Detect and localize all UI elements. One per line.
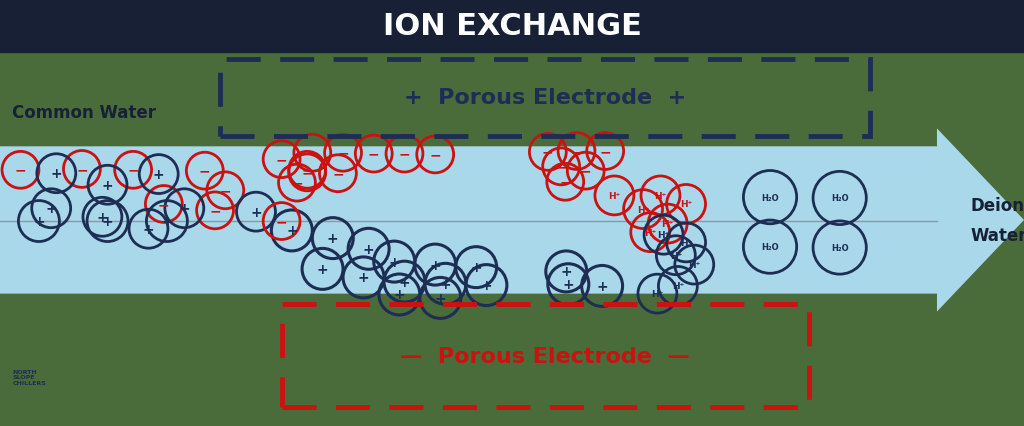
Text: −: − bbox=[219, 184, 231, 198]
Text: H₂O: H₂O bbox=[761, 193, 779, 202]
Text: −: − bbox=[275, 153, 288, 167]
Text: H⁺: H⁺ bbox=[680, 238, 692, 248]
Text: +: + bbox=[560, 265, 572, 279]
Text: −: − bbox=[301, 166, 313, 180]
Text: −: − bbox=[542, 146, 554, 159]
Text: ION EXCHANGE: ION EXCHANGE bbox=[383, 12, 641, 41]
Text: −: − bbox=[599, 145, 611, 158]
Text: H⁺: H⁺ bbox=[644, 228, 656, 237]
Text: +: + bbox=[439, 277, 452, 291]
Text: −: − bbox=[306, 147, 318, 160]
Text: +: + bbox=[50, 167, 62, 181]
Text: +: + bbox=[362, 242, 375, 256]
Text: Deionized: Deionized bbox=[971, 196, 1024, 214]
Text: −: − bbox=[209, 204, 221, 218]
Text: H⁺: H⁺ bbox=[680, 200, 692, 209]
Text: NORTH
SLOPE
CHILLERS: NORTH SLOPE CHILLERS bbox=[12, 369, 46, 385]
Text: −: − bbox=[570, 145, 583, 158]
Text: +: + bbox=[96, 210, 109, 224]
Text: H⁺: H⁺ bbox=[672, 282, 684, 291]
Text: +: + bbox=[470, 261, 482, 274]
Text: +: + bbox=[286, 224, 298, 238]
Text: H⁺: H⁺ bbox=[654, 191, 667, 201]
Text: −: − bbox=[76, 163, 88, 176]
Text: −: − bbox=[199, 164, 211, 178]
Text: H⁺: H⁺ bbox=[637, 205, 649, 214]
Text: +: + bbox=[434, 291, 446, 305]
Text: +: + bbox=[45, 202, 57, 216]
Text: −: − bbox=[429, 148, 441, 162]
Text: −: − bbox=[158, 198, 170, 211]
Text: −: − bbox=[337, 147, 349, 160]
Text: H₂O: H₂O bbox=[761, 242, 779, 252]
Text: +  Porous Electrode  +: + Porous Electrode + bbox=[404, 88, 686, 108]
Text: H⁺: H⁺ bbox=[651, 289, 664, 299]
Text: +: + bbox=[178, 202, 190, 216]
Text: −: − bbox=[275, 215, 288, 228]
Text: −: − bbox=[555, 160, 567, 174]
Text: −: − bbox=[332, 167, 344, 181]
Text: +: + bbox=[142, 222, 155, 236]
Text: H₂O: H₂O bbox=[830, 243, 849, 253]
Polygon shape bbox=[0, 129, 1024, 312]
Text: −: − bbox=[301, 164, 313, 177]
Text: −: − bbox=[398, 147, 411, 161]
Text: +: + bbox=[250, 205, 262, 219]
Text: +: + bbox=[153, 168, 165, 181]
Text: H⁺: H⁺ bbox=[688, 260, 700, 270]
Text: +: + bbox=[101, 215, 114, 228]
Text: H⁺: H⁺ bbox=[657, 230, 670, 240]
Text: +: + bbox=[161, 215, 173, 228]
Text: +: + bbox=[398, 275, 411, 289]
Text: +: + bbox=[429, 258, 441, 272]
Text: −: − bbox=[559, 176, 571, 189]
Bar bbox=[0, 0, 1024, 52]
Text: +: + bbox=[393, 288, 406, 302]
Text: H₂O: H₂O bbox=[830, 194, 849, 203]
Text: +: + bbox=[388, 255, 400, 269]
Text: +: + bbox=[596, 279, 608, 293]
Text: +: + bbox=[327, 232, 339, 245]
Text: H⁺: H⁺ bbox=[662, 219, 674, 229]
Text: +: + bbox=[357, 271, 370, 285]
Text: −: − bbox=[127, 164, 139, 177]
Text: −: − bbox=[14, 164, 27, 177]
Text: +: + bbox=[316, 262, 329, 276]
Text: H⁺: H⁺ bbox=[670, 251, 682, 260]
Text: +: + bbox=[101, 178, 114, 192]
Text: Water: Water bbox=[971, 226, 1024, 244]
Text: +: + bbox=[33, 215, 45, 228]
Text: Common Water: Common Water bbox=[12, 104, 157, 122]
Text: −: − bbox=[580, 164, 592, 178]
Text: −: − bbox=[291, 176, 303, 190]
Text: —  Porous Electrode  —: — Porous Electrode — bbox=[400, 346, 690, 366]
Text: +: + bbox=[562, 278, 574, 291]
Text: H⁺: H⁺ bbox=[608, 191, 621, 201]
Text: +: + bbox=[480, 279, 493, 292]
Text: −: − bbox=[368, 147, 380, 161]
